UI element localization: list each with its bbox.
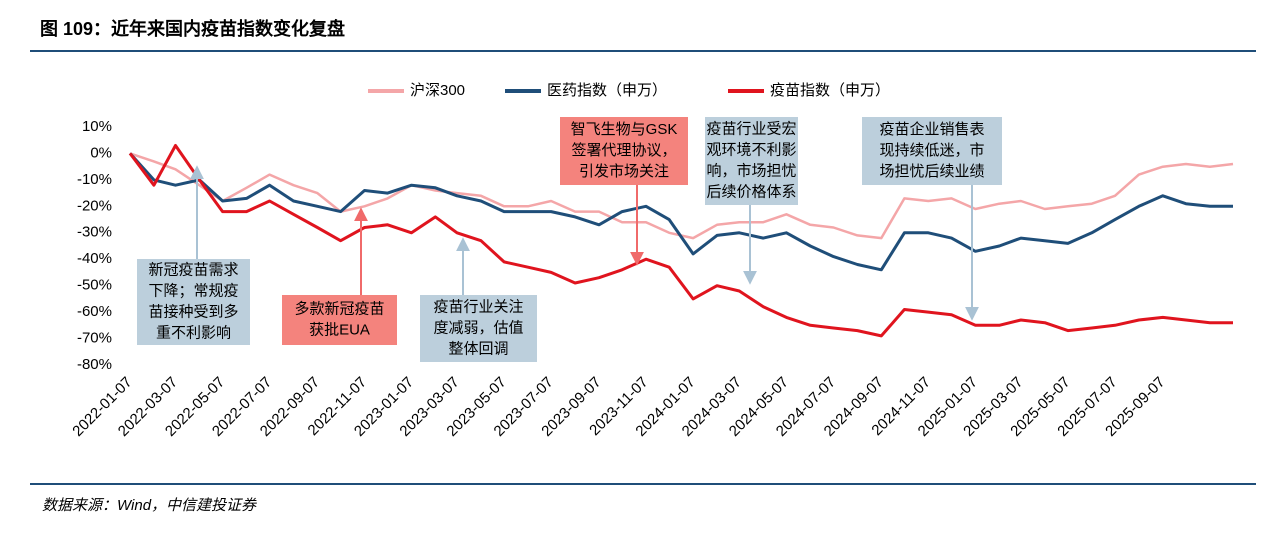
annotation-box (560, 117, 688, 185)
y-tick-label: -30% (77, 224, 112, 241)
annotation-text: 整体回调 (448, 340, 508, 357)
annotation-text: 现持续低迷，市 (879, 142, 984, 159)
legend-label: 沪深300 (410, 82, 465, 99)
y-tick-label: -10% (77, 171, 112, 188)
annotation-text: 苗接种受到多 (148, 303, 238, 320)
annotation-text: 新冠疫苗需求 (148, 261, 238, 278)
y-tick-label: -60% (77, 303, 112, 320)
annotation-text: 签署代理协议， (571, 142, 676, 159)
y-tick-label: 10% (82, 118, 112, 135)
series-line (128, 144, 1233, 338)
annotation-text: 下降；常规疫 (148, 282, 238, 299)
y-tick-label: -70% (77, 330, 112, 347)
annotation-text: 疫苗行业关注 (433, 298, 523, 315)
annotation-text: 后续价格体系 (706, 183, 796, 200)
annotation-text: 引发市场关注 (579, 163, 669, 180)
page-title: 图 109：近年来国内疫苗指数变化复盘 (40, 18, 345, 39)
y-tick-label: -20% (77, 197, 112, 214)
annotation-text: 响，市场担忧 (706, 162, 796, 179)
annotation-text: 智飞生物与GSK (571, 120, 678, 138)
annotation-box (420, 295, 537, 362)
annotation-text: 观环境不利影 (706, 140, 796, 158)
y-tick-label: -80% (77, 356, 112, 373)
annotation-text: 度减弱，估值 (433, 319, 523, 336)
source: 数据来源：Wind，中信建投证券 (42, 497, 257, 514)
annotation-text: 疫苗行业受宏 (706, 120, 796, 137)
annotation-text: 疫苗企业销售表 (879, 120, 984, 138)
annotation-box (282, 295, 397, 345)
annotation-box (705, 117, 798, 205)
legend-label: 疫苗指数（申万） (770, 82, 890, 99)
annotation-text: 多款新冠疫苗 (294, 300, 384, 317)
series-line (128, 152, 1233, 272)
y-tick-label: -40% (77, 250, 112, 267)
annotation-box (137, 259, 250, 345)
annotation-text: 场担忧后续业绩 (879, 163, 984, 180)
annotation-text: 获批EUA (309, 321, 370, 338)
y-tick-label: 0% (90, 144, 112, 161)
y-tick-label: -50% (77, 277, 112, 294)
legend-label: 医药指数（申万） (547, 82, 667, 99)
annotation-text: 重不利影响 (156, 324, 231, 341)
annotation-box (862, 117, 1002, 185)
